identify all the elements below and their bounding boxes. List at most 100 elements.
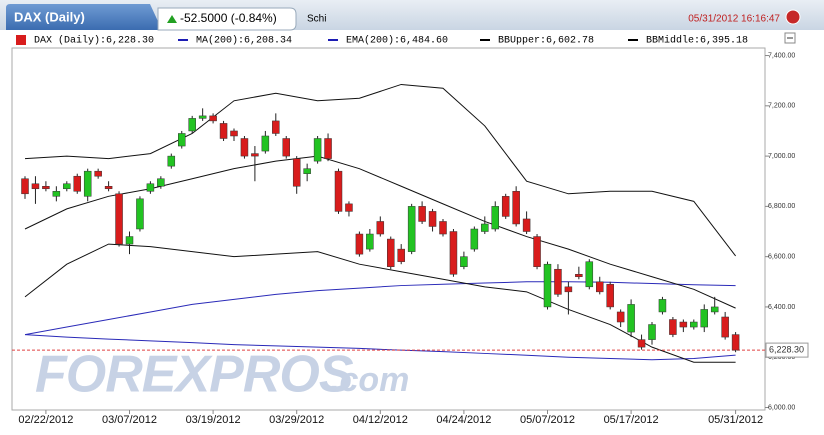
candle-body	[512, 191, 520, 225]
y-tick-label: 7,200.00	[768, 103, 795, 110]
change-icon	[167, 15, 177, 23]
indicator-line	[24, 83, 736, 257]
x-tick-label: 05/31/2012	[708, 414, 763, 426]
candle-body	[167, 155, 176, 167]
indicator-line	[24, 155, 736, 309]
y-tick-label: 6,000.00	[768, 404, 795, 411]
indicator-line	[24, 281, 736, 336]
x-tick-label: 03/29/2012	[269, 414, 324, 426]
candle-body	[554, 268, 562, 295]
candle-body	[522, 218, 531, 232]
candle-body	[481, 223, 489, 232]
change-value: -52.5000 (-0.84%)	[180, 11, 277, 25]
candle-body	[251, 153, 259, 157]
candle-body	[303, 168, 311, 174]
x-tick-label: 03/19/2012	[186, 414, 241, 426]
candle-body	[83, 170, 92, 197]
candle-body	[21, 178, 29, 195]
x-tick-label: 05/07/2012	[520, 414, 575, 426]
candle-body	[428, 211, 437, 227]
watermark: FOREXPROS .com	[35, 346, 409, 404]
candle-body	[63, 183, 71, 190]
y-tick-label: 7,400.00	[768, 52, 795, 59]
last-price-box	[765, 342, 809, 358]
candle-body	[178, 133, 186, 147]
candle-body	[658, 299, 667, 313]
candle-body	[188, 118, 196, 132]
legend-label: EMA(200):6,484.60	[346, 35, 448, 47]
close-button[interactable]	[785, 9, 801, 25]
candle-body	[272, 120, 280, 134]
search-text[interactable]: Schi	[307, 14, 326, 25]
change-box	[157, 7, 297, 31]
candle-body	[637, 339, 646, 348]
x-tick-label: 05/17/2012	[604, 414, 659, 426]
y-tick-label: 6,800.00	[768, 203, 795, 210]
candle-body	[104, 186, 113, 190]
candle-body	[157, 178, 165, 187]
symbol-name: DAX (Daily)	[14, 9, 85, 24]
candle-body	[313, 138, 322, 162]
candle-body	[470, 228, 479, 250]
candle-body	[585, 261, 594, 288]
legend-label: BBUpper:6,602.78	[498, 36, 594, 47]
candle-body	[491, 206, 499, 230]
candle-body	[136, 198, 144, 230]
candle-body	[700, 309, 708, 328]
candle-body	[292, 158, 301, 187]
candle-body	[460, 256, 468, 267]
candle-body	[627, 304, 635, 333]
candle-body	[282, 138, 290, 157]
watermark-brand: FOREXPROS	[35, 346, 354, 404]
y-tick-label: 6,600.00	[768, 253, 795, 260]
candle-body	[449, 231, 458, 275]
x-tick-label: 03/07/2012	[102, 414, 157, 426]
legend-icon	[16, 35, 26, 45]
candle-body	[407, 206, 416, 252]
candle-body	[679, 321, 688, 328]
y-tick-label: 6,400.00	[768, 304, 795, 311]
candle-body	[230, 130, 238, 137]
candle-body	[575, 274, 583, 278]
plot-frame	[11, 47, 766, 411]
candle-body	[710, 306, 719, 313]
candle-body	[345, 203, 353, 212]
legend-label: MA(200):6,208.34	[196, 35, 292, 47]
candle-body	[690, 321, 698, 328]
candle-body	[669, 319, 677, 335]
symbol-tab[interactable]	[6, 4, 162, 30]
candle-body	[209, 115, 217, 122]
candle-body	[31, 183, 40, 190]
candle-body	[115, 193, 123, 245]
indicator-line	[24, 243, 736, 363]
candle-body	[731, 334, 740, 351]
candle-body	[73, 175, 81, 192]
candle-body	[376, 221, 385, 235]
candle-body	[94, 170, 102, 177]
candle-body	[418, 206, 426, 222]
candle-body	[261, 135, 270, 152]
candle-body	[387, 238, 395, 267]
last-price-label: 6,228.30	[769, 344, 804, 354]
candle-body	[596, 281, 604, 293]
candle-body	[52, 191, 61, 197]
candle-body	[240, 138, 249, 157]
candle-body	[125, 236, 134, 245]
candle-body	[42, 186, 50, 190]
candle-body	[146, 183, 155, 192]
candle-body	[334, 170, 343, 212]
x-tick-label: 04/24/2012	[436, 414, 491, 426]
candle-body	[533, 236, 541, 267]
watermark-suffix: .com	[330, 361, 409, 399]
candle-body	[198, 115, 207, 119]
candle-body	[324, 138, 332, 159]
x-tick-label: 02/22/2012	[18, 414, 73, 426]
legend-label: DAX (Daily):6,228.30	[34, 35, 154, 47]
indicator-line	[24, 334, 736, 361]
y-tick-label: 7,000.00	[768, 153, 795, 160]
candle-body	[616, 311, 625, 323]
candle-body	[219, 123, 228, 139]
timestamp: 05/31/2012 16:16:47	[688, 14, 780, 25]
